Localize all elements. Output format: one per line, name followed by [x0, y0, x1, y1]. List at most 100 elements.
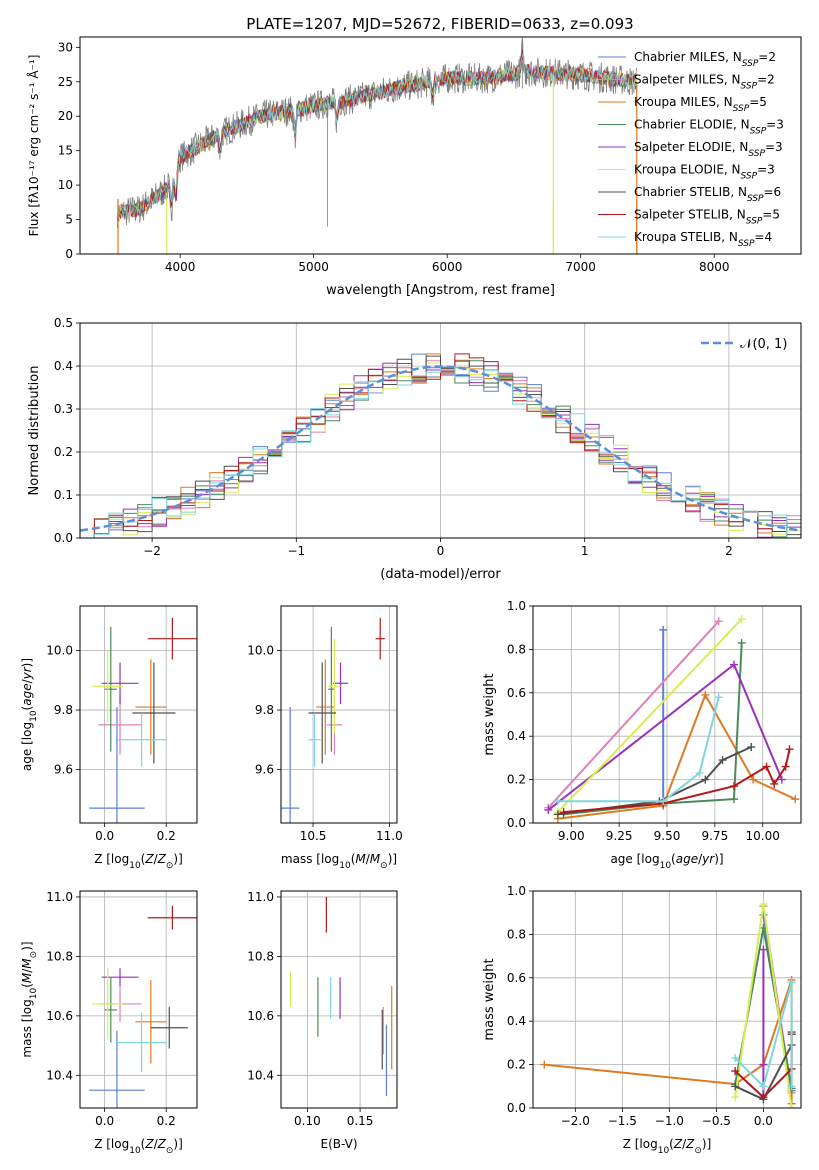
x-tick-label: 9.00	[558, 829, 585, 843]
y-tick-label: 0.5	[54, 316, 73, 330]
weight-point-marker	[553, 810, 562, 819]
spectrum-y-label: Flux [fλ10⁻¹⁷ erg cm⁻² s⁻¹ Å⁻¹]	[26, 55, 41, 237]
x-tick-label: 0.0	[95, 1114, 114, 1128]
y-tick-label: 0.6	[507, 686, 526, 700]
weight-series-line	[734, 981, 793, 1089]
spectrum-frame	[79, 36, 802, 255]
legend-entry: Salpeter ELODIE, NSSP=3	[634, 140, 783, 159]
y-tick-label: 30	[58, 40, 73, 54]
y-tick-label: 0.0	[54, 531, 73, 545]
weight-point-marker	[749, 775, 758, 784]
x-tick-label: 9.75	[701, 829, 728, 843]
x-tick-label: 10.5	[300, 829, 327, 843]
mass_vs_Z-x-label: Z [log10(Z/Z⊙)]	[94, 1137, 183, 1156]
x-tick-label: −1.0	[655, 1114, 684, 1128]
weight-point-marker	[714, 693, 723, 702]
y-tick-label: 9.6	[255, 762, 274, 776]
gaussian-curve	[80, 365, 801, 532]
y-tick-label: 10	[58, 178, 73, 192]
y-tick-label: 10.6	[247, 1009, 274, 1023]
weight-point-marker	[730, 795, 738, 804]
weight-point-marker	[731, 1093, 740, 1102]
legend-entry: Kroupa STELIB, NSSP=4	[634, 230, 772, 249]
weight-point-marker	[791, 795, 800, 804]
weight-point-marker	[759, 1093, 768, 1102]
y-tick-label: 20	[58, 109, 73, 123]
y-tick-label: 0.2	[507, 773, 526, 787]
age_vs_Z-x-label: Z [log10(Z/Z⊙)]	[94, 852, 183, 871]
y-tick-label: 11.0	[46, 890, 73, 904]
y-tick-label: 9.6	[54, 762, 73, 776]
y-tick-label: 0.8	[507, 927, 526, 941]
weight-point-marker	[770, 779, 779, 788]
weight-point-marker	[787, 978, 796, 987]
legend-entry: Chabrier ELODIE, NSSP=3	[634, 118, 784, 137]
x-tick-label: 0.15	[347, 1114, 374, 1128]
weight-point-marker	[759, 1060, 768, 1069]
weight-point-marker	[701, 775, 710, 784]
mass_vs_Z-panel: 0.0 0.2 10.4 10.6 10.8 11.0 Z [log10(Z/Z⊙)] mas…	[20, 890, 198, 1156]
x-tick-label: 0.10	[294, 1114, 321, 1128]
y-tick-label: 0.4	[507, 729, 526, 743]
weight-point-marker	[701, 690, 710, 699]
weight_vs_age-panel: 9.00 9.25 9.50 9.75 10.00 0.0 0.2 0.4 0.6 0.8 1.0 a…	[482, 599, 802, 871]
mass_vs_EBV-x-label: E(B-V)	[320, 1137, 357, 1151]
weight-series-line	[547, 663, 783, 811]
spectrum-panel: 4000 5000 6000 7000 8000 0 5 10 15 20 25 30 waveleng…	[26, 36, 802, 298]
weight-series-line	[563, 642, 743, 816]
y-tick-label: 0.2	[54, 445, 73, 459]
weight-point-marker	[737, 638, 746, 647]
weight-point-marker	[731, 1054, 740, 1063]
model-spectrum-line	[117, 56, 637, 221]
y-tick-label: 0.1	[54, 488, 73, 502]
age_vs_Z-frame	[79, 605, 198, 824]
legend-entry: Chabrier STELIB, NSSP=6	[634, 185, 781, 204]
y-tick-label: 0.2	[507, 1058, 526, 1072]
x-tick-label: 0	[437, 544, 445, 558]
weight-point-marker	[718, 756, 727, 765]
legend-entry: Salpeter MILES, NSSP=2	[634, 73, 775, 92]
spectrum-legend: Chabrier MILES, NSSP=2 Salpeter MILES, NS…	[598, 50, 784, 249]
gaussian-legend-label: 𝒩(0, 1)	[740, 337, 787, 352]
weight_vs_Z-plot-area	[540, 900, 796, 1108]
weight-point-marker	[747, 743, 756, 752]
weight-point-marker	[553, 797, 562, 806]
weight-point-marker	[759, 945, 768, 954]
mass_vs_Z-y-label: mass [log10(M/M⊙)]	[20, 941, 39, 1057]
weight-point-marker	[759, 900, 768, 909]
weight-point-marker	[659, 625, 668, 634]
y-tick-label: 10.0	[46, 644, 73, 658]
weight-point-marker	[787, 1082, 796, 1091]
y-tick-label: 10.6	[46, 1009, 73, 1023]
model-spectrum-line	[117, 59, 637, 221]
y-tick-label: 0.3	[54, 402, 73, 416]
weight-point-marker	[777, 775, 786, 784]
weight-series-line	[544, 979, 793, 1104]
y-tick-label: 10.4	[247, 1068, 274, 1082]
y-tick-label: 5	[65, 213, 73, 227]
x-tick-label: 0.0	[754, 1114, 773, 1128]
weight-point-marker	[544, 805, 553, 814]
weight-point-marker	[659, 797, 668, 806]
x-tick-label: 2	[725, 544, 733, 558]
mass_vs_EBV-plot-area	[289, 896, 393, 1097]
weight-point-marker	[781, 762, 790, 771]
weight-point-marker	[695, 769, 704, 778]
y-tick-label: 1.0	[507, 884, 526, 898]
legend-entry: Kroupa MILES, NSSP=5	[634, 95, 767, 114]
y-tick-label: 9.8	[54, 703, 73, 717]
weight-point-marker	[785, 745, 794, 754]
legend-entry: Chabrier MILES, NSSP=2	[634, 50, 776, 69]
x-tick-label: 0.2	[157, 1114, 176, 1128]
weight-series-line	[557, 696, 720, 803]
x-tick-label: 9.25	[606, 829, 633, 843]
spectrum-x-label: wavelength [Angstrom, rest frame]	[326, 283, 555, 298]
y-tick-label: 10.8	[46, 949, 73, 963]
mass_vs_EBV-frame	[280, 890, 398, 1109]
age_vs_mass-panel: 10.5 11.0 9.6 9.8 10.0 mass [log10(M/M⊙)]	[247, 605, 403, 871]
x-tick-label: 5000	[298, 260, 329, 274]
legend-entry: Kroupa ELODIE, NSSP=3	[634, 163, 775, 182]
x-tick-label: 10.00	[746, 829, 780, 843]
y-tick-label: 15	[58, 144, 73, 158]
